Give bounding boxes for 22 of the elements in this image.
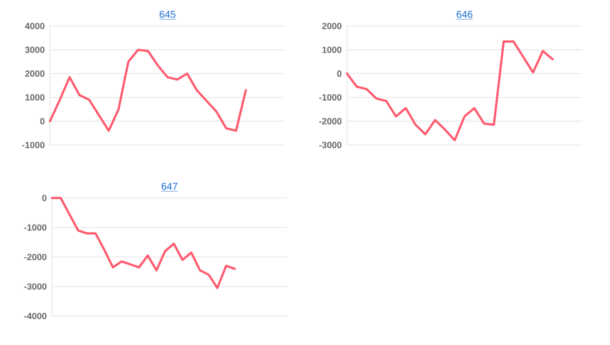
y-tick-label: -4000 — [24, 312, 46, 320]
y-tick-label: 3000 — [25, 46, 44, 53]
y-tick-label: -2000 — [24, 254, 46, 260]
y-tick-label: 1000 — [25, 94, 44, 101]
y-tick-label: 0 — [40, 118, 44, 124]
y-tick-label: 0 — [42, 194, 46, 202]
y-tick-label: 1000 — [322, 46, 342, 53]
y-tick-label: -1000 — [22, 142, 44, 148]
y-tick-label: -1000 — [319, 94, 342, 101]
y-tick-label: 0 — [337, 70, 342, 77]
y-tick-label: -2000 — [319, 118, 342, 124]
line-series — [48, 48, 247, 132]
y-tick-label: 4000 — [25, 22, 44, 30]
y-tick-label: 2000 — [322, 22, 342, 30]
y-tick-label: 2000 — [25, 70, 44, 77]
y-tick-label: -3000 — [24, 283, 46, 290]
chart-title: 647 — [162, 182, 178, 190]
y-tick-label: -1000 — [24, 224, 46, 231]
chart-title: 646 — [456, 10, 472, 18]
chart-title: 645 — [160, 10, 176, 18]
line-series — [346, 40, 554, 142]
y-tick-label: -3000 — [319, 142, 342, 148]
